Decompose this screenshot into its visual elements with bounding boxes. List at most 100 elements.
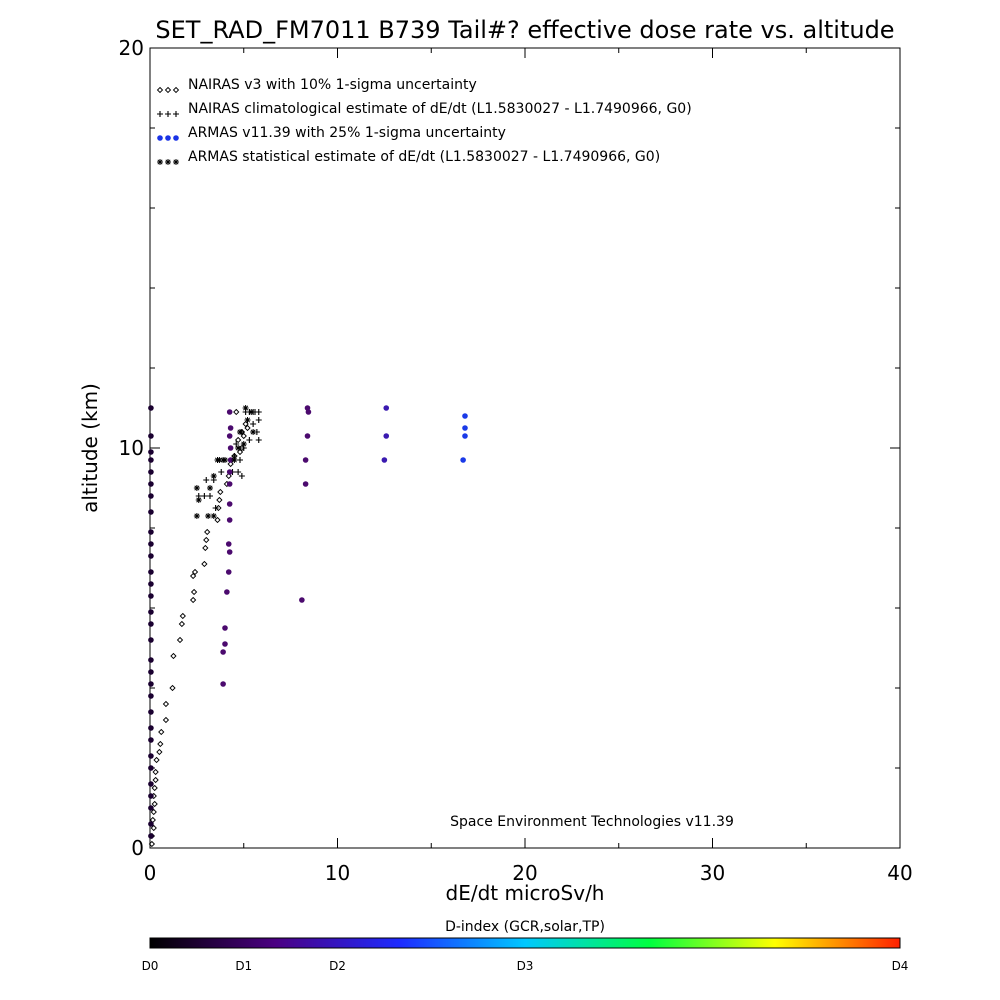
data-point bbox=[255, 409, 262, 415]
data-point bbox=[217, 488, 224, 496]
x-tick-label: 30 bbox=[700, 861, 725, 885]
data-point bbox=[189, 596, 197, 604]
data-point bbox=[153, 756, 160, 764]
data-point bbox=[151, 784, 158, 792]
legend-entry: NAIRAS v3 with 10% 1-sigma uncertainty bbox=[188, 77, 477, 93]
data-point bbox=[231, 457, 238, 463]
data-point bbox=[225, 569, 232, 575]
data-point bbox=[207, 485, 213, 491]
data-point bbox=[304, 405, 311, 411]
data-point bbox=[226, 517, 233, 523]
legend-symbol bbox=[156, 86, 164, 94]
data-point bbox=[152, 768, 159, 776]
data-point bbox=[151, 800, 158, 808]
data-point bbox=[205, 513, 212, 519]
data-point bbox=[148, 621, 154, 627]
legend-symbol bbox=[165, 159, 171, 165]
data-point bbox=[225, 541, 232, 547]
data-point bbox=[462, 433, 468, 439]
data-point bbox=[224, 589, 230, 595]
data-point bbox=[240, 432, 247, 440]
data-point bbox=[226, 433, 233, 439]
plot-frame bbox=[149, 47, 901, 849]
data-point bbox=[203, 477, 210, 483]
data-point bbox=[148, 781, 154, 787]
data-point bbox=[226, 501, 233, 507]
data-point bbox=[148, 405, 154, 411]
data-point bbox=[210, 473, 217, 479]
data-point bbox=[460, 457, 466, 463]
legend-symbol bbox=[173, 159, 179, 165]
data-point bbox=[242, 405, 249, 411]
data-point bbox=[236, 448, 244, 456]
data-point bbox=[226, 469, 233, 475]
data-point bbox=[156, 748, 163, 756]
data-point bbox=[179, 612, 186, 620]
data-point bbox=[157, 740, 164, 748]
legend-entry: ARMAS statistical estimate of dE/dt (L1.… bbox=[188, 149, 660, 165]
data-point bbox=[148, 669, 154, 675]
data-point bbox=[226, 549, 233, 555]
data-point bbox=[302, 481, 309, 487]
data-point bbox=[169, 684, 176, 692]
data-point bbox=[215, 504, 222, 512]
data-point bbox=[255, 437, 262, 443]
data-point bbox=[148, 693, 154, 699]
data-point bbox=[191, 568, 199, 576]
data-point bbox=[235, 469, 242, 475]
legend-symbol bbox=[157, 135, 163, 141]
data-point bbox=[242, 420, 249, 428]
data-point bbox=[148, 657, 154, 663]
series-4 bbox=[193, 405, 257, 519]
data-point bbox=[244, 424, 251, 432]
data-point bbox=[148, 529, 154, 535]
legend-entry: ARMAS v11.39 with 25% 1-sigma uncertaint… bbox=[188, 125, 506, 141]
data-point bbox=[226, 481, 233, 487]
legend-entry: NAIRAS climatological estimate of dE/dt … bbox=[188, 101, 692, 117]
data-point bbox=[150, 824, 157, 832]
data-point bbox=[150, 808, 157, 816]
chart-title: SET_RAD_FM7011 B739 Tail#? effective dos… bbox=[155, 16, 894, 44]
data-point bbox=[148, 569, 154, 575]
data-point bbox=[222, 457, 228, 463]
data-point bbox=[235, 445, 242, 451]
data-point bbox=[227, 460, 234, 468]
y-tick-label: 20 bbox=[119, 36, 144, 60]
data-point bbox=[148, 609, 154, 615]
data-point bbox=[462, 425, 468, 431]
data-point bbox=[216, 496, 223, 504]
data-point bbox=[162, 700, 170, 708]
data-point bbox=[304, 433, 311, 439]
data-point bbox=[246, 437, 253, 443]
annotation: Space Environment Technologies v11.39 bbox=[450, 814, 734, 830]
color-bar-ticks: D0 D1 D2 D3 D4 bbox=[142, 959, 909, 973]
legend-symbol bbox=[165, 135, 171, 141]
data-point bbox=[189, 572, 197, 580]
data-point bbox=[193, 485, 200, 491]
data-point bbox=[212, 505, 219, 511]
data-point bbox=[220, 681, 226, 687]
color-bar-tick-label: D0 bbox=[142, 959, 159, 973]
data-point bbox=[148, 840, 156, 848]
data-point bbox=[237, 457, 243, 463]
data-point bbox=[227, 425, 234, 431]
data-point bbox=[381, 457, 388, 463]
data-point bbox=[148, 753, 154, 759]
data-point bbox=[148, 581, 154, 587]
data-point bbox=[227, 457, 234, 463]
legend: NAIRAS v3 with 10% 1-sigma uncertainty NA… bbox=[156, 77, 692, 165]
x-axis-label: dE/dt microSv/h bbox=[446, 881, 605, 905]
axis-tick-labels: 0 10 20 30 40 0 10 20 bbox=[119, 36, 913, 885]
data-point bbox=[203, 536, 210, 544]
legend-symbol bbox=[173, 135, 179, 141]
data-point bbox=[178, 620, 186, 628]
color-bar-tick-label: D2 bbox=[329, 959, 346, 973]
x-tick-label: 20 bbox=[512, 861, 537, 885]
legend-symbol bbox=[173, 111, 179, 117]
x-tick-label: 10 bbox=[325, 861, 350, 885]
legend-symbol bbox=[157, 159, 163, 165]
data-point bbox=[383, 433, 390, 439]
color-bar-tick-label: D4 bbox=[892, 959, 909, 973]
color-bar-tick-label: D3 bbox=[517, 959, 534, 973]
